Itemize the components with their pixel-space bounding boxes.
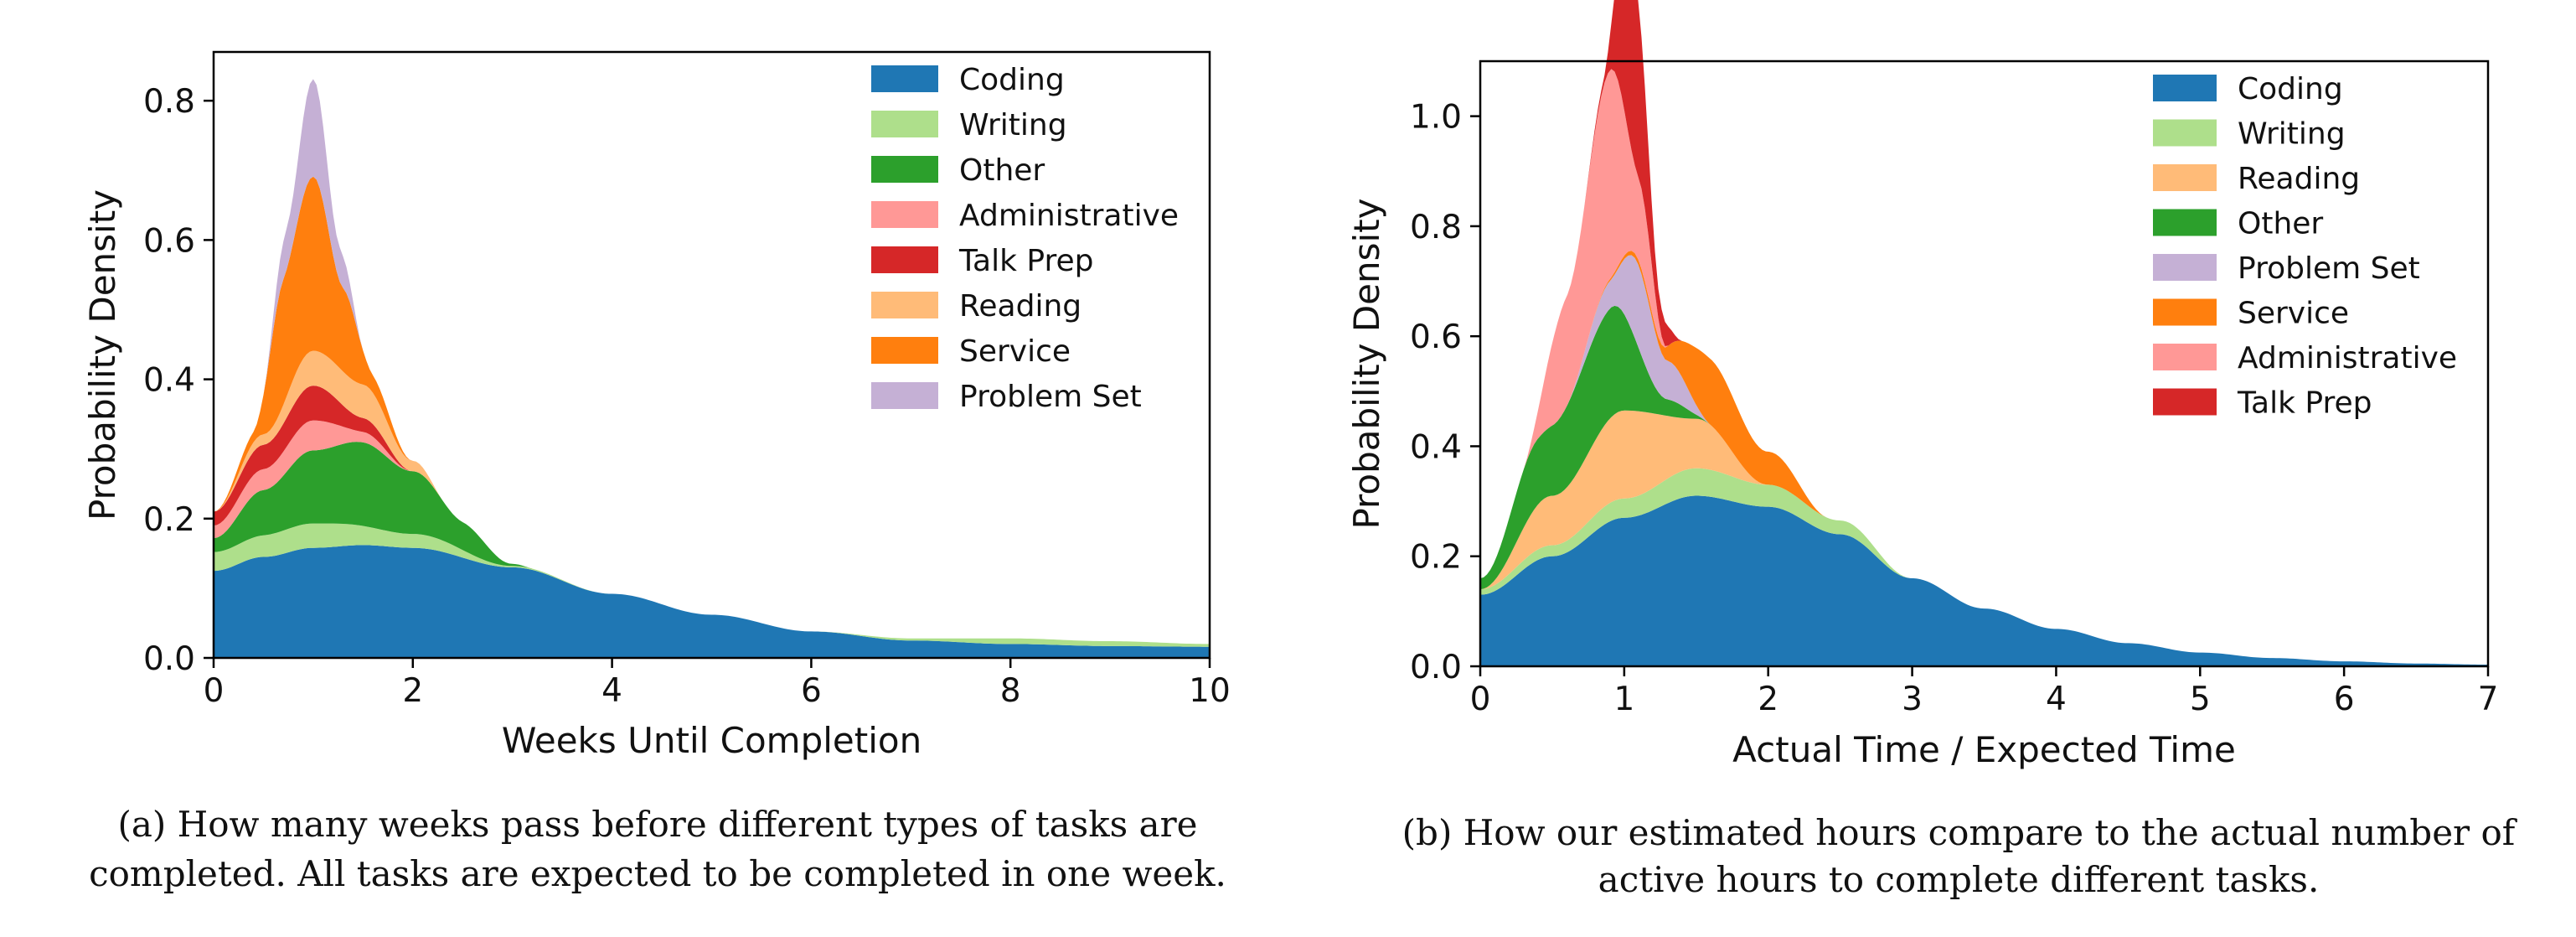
area-reading <box>1480 410 2488 665</box>
caption-line: (a) How many weeks pass before different… <box>117 804 1197 845</box>
x-tick-label: 8 <box>1000 672 1021 710</box>
area-problem-set <box>214 79 1210 645</box>
y-tick-label: 0.6 <box>1410 318 1462 356</box>
y-tick-label: 0.8 <box>1410 209 1462 246</box>
legend-swatch-writing <box>871 111 938 137</box>
legend-swatch-talk-prep <box>871 246 938 273</box>
legend-label-other: Other <box>959 153 1045 188</box>
caption-line: completed. All tasks are expected to be … <box>89 853 1226 894</box>
area-coding <box>214 545 1210 658</box>
legend-label-service: Service <box>2238 297 2349 331</box>
y-axis-label: Probability Density <box>82 189 123 520</box>
x-tick-label: 4 <box>601 672 622 710</box>
x-tick-label: 10 <box>1189 672 1231 710</box>
x-tick-label: 0 <box>204 672 225 710</box>
legend-label-talk-prep: Talk Prep <box>958 244 1093 278</box>
y-tick-label: 0.0 <box>1410 649 1462 686</box>
legend-swatch-reading <box>871 292 938 318</box>
y-tick-label: 0.4 <box>1410 428 1462 466</box>
legend: Coding Writing Reading Other Problem Set Serv… <box>2153 72 2457 421</box>
x-tick-label: 6 <box>801 672 822 710</box>
chart-panel-b: 0 1 2 3 4 5 6 7 0.0 0.2 0.4 0.6 0.8 1.0 Actual Time / … <box>1346 0 2518 900</box>
legend-swatch-problem-set <box>871 382 938 409</box>
y-tick-label: 0.2 <box>143 501 195 539</box>
area-reading <box>214 350 1210 645</box>
area-other <box>214 442 1210 645</box>
x-tick-label: 3 <box>1902 681 1923 718</box>
x-tick-label: 7 <box>2478 681 2499 718</box>
legend-label-administrative: Administrative <box>959 199 1179 233</box>
area-administrative <box>214 420 1210 645</box>
y-tick-label: 1.0 <box>1410 99 1462 137</box>
legend-label-service: Service <box>959 334 1071 369</box>
area-service <box>214 176 1210 645</box>
legend-label-problem-set: Problem Set <box>959 380 1142 414</box>
legend-swatch-administrative <box>2153 344 2217 370</box>
legend-label-problem-set: Problem Set <box>2238 251 2420 286</box>
legend-swatch-coding <box>871 65 938 92</box>
legend-label-writing: Writing <box>2238 117 2346 152</box>
x-tick-label: 4 <box>2046 681 2067 718</box>
legend-label-coding: Coding <box>2238 72 2343 106</box>
legend-label-reading: Reading <box>959 289 1082 324</box>
legend-label-other: Other <box>2238 207 2323 241</box>
x-tick-label: 2 <box>1758 681 1778 718</box>
stacked-areas <box>1480 0 2488 666</box>
y-tick-label: 0.8 <box>143 83 195 121</box>
y-tick-label: 0.4 <box>143 362 195 400</box>
legend-swatch-talk-prep <box>2153 388 2217 416</box>
legend-swatch-administrative <box>871 201 938 228</box>
legend-swatch-service <box>2153 298 2217 326</box>
x-tick-label: 6 <box>2334 681 2355 718</box>
legend-swatch-service <box>871 337 938 364</box>
x-tick-label: 1 <box>1613 681 1634 718</box>
caption-line: (b) How our estimated hours compare to t… <box>1402 812 2518 853</box>
x-tick-label: 0 <box>1470 681 1491 718</box>
legend-label-reading: Reading <box>2238 162 2360 196</box>
legend-swatch-reading <box>2153 164 2217 191</box>
legend: Coding Writing Other Administrative Talk Pre… <box>871 63 1179 414</box>
y-axis-label: Probability Density <box>1346 198 1387 529</box>
y-tick-label: 0.6 <box>143 222 195 260</box>
y-tick-label: 0.0 <box>143 640 195 678</box>
x-tick-label: 5 <box>2190 681 2211 718</box>
legend-swatch-problem-set <box>2153 254 2217 281</box>
legend-label-coding: Coding <box>959 63 1065 97</box>
legend-swatch-coding <box>2153 75 2217 101</box>
legend-swatch-other <box>2153 209 2217 236</box>
area-talk-prep <box>214 386 1210 645</box>
x-axis-label: Weeks Until Completion <box>502 720 921 761</box>
stacked-areas <box>214 79 1210 658</box>
plot-frame <box>212 50 1211 660</box>
chart-panel-a: 0 2 4 6 8 10 0.0 0.2 0.4 0.6 0.8 Weeks Until Comple… <box>82 50 1231 894</box>
legend-swatch-other <box>871 156 938 183</box>
x-axis-label: Actual Time / Expected Time <box>1732 729 2236 770</box>
area-coding <box>1480 495 2488 666</box>
y-tick-label: 0.2 <box>1410 539 1462 577</box>
plot-frame <box>1479 60 2490 668</box>
legend-label-talk-prep: Talk Prep <box>2237 386 2372 421</box>
caption-line: active hours to complete different tasks… <box>1598 859 2320 900</box>
area-writing <box>214 523 1210 647</box>
legend-label-administrative: Administrative <box>2238 341 2457 375</box>
x-tick-label: 2 <box>402 672 423 710</box>
legend-swatch-writing <box>2153 119 2217 147</box>
legend-label-writing: Writing <box>959 108 1067 142</box>
